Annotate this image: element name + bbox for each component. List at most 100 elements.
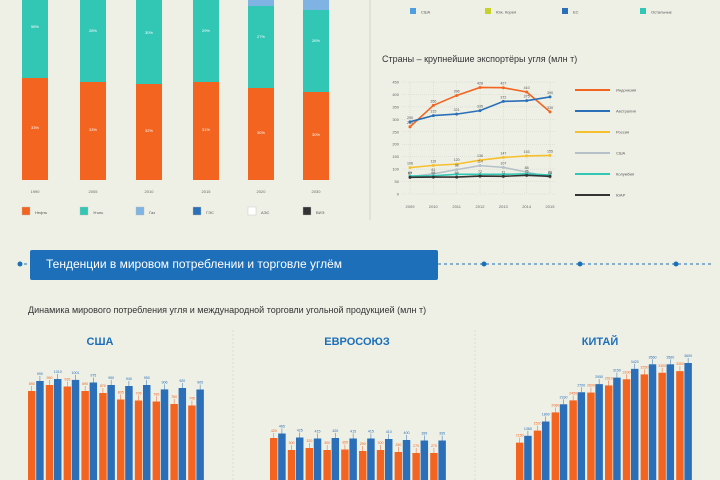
bar-label-consumption: 870 bbox=[100, 384, 106, 388]
series-point bbox=[525, 154, 529, 158]
bar-consumption bbox=[430, 453, 438, 480]
legend-swatch bbox=[302, 206, 312, 216]
stacked-bar-oil bbox=[22, 78, 48, 180]
bar-label-production: 1010 bbox=[54, 370, 62, 374]
bar-production bbox=[420, 440, 429, 480]
series-point bbox=[478, 164, 482, 168]
series-point bbox=[478, 158, 482, 162]
data-label: 290 bbox=[407, 116, 413, 120]
x-tick-label: 2030 bbox=[312, 189, 322, 194]
legend-swatch bbox=[192, 206, 202, 216]
bar-consumption bbox=[63, 386, 72, 480]
bar-label-consumption: 305 bbox=[342, 441, 348, 445]
bar-label-consumption: 300 bbox=[324, 441, 330, 445]
y-tick-label: 300 bbox=[392, 117, 399, 122]
stacked-label-coal: 30% bbox=[145, 30, 153, 35]
data-label: 67 bbox=[408, 171, 412, 175]
series-point bbox=[455, 175, 459, 179]
x-tick-label: 2015 bbox=[546, 204, 556, 209]
bar-production bbox=[524, 435, 532, 480]
x-tick-label: 2020 bbox=[257, 189, 267, 194]
exporters-top-legend: США Юж. Корея ЕС Остальные bbox=[410, 8, 673, 15]
bar-consumption bbox=[287, 450, 296, 480]
bar-label-production: 3560 bbox=[649, 355, 657, 359]
bar-label-production: 3420 bbox=[631, 360, 639, 364]
consumption-title: Динамика мирового потребления угля и меж… bbox=[28, 305, 426, 315]
series-point bbox=[525, 90, 529, 94]
data-label: 69 bbox=[408, 171, 412, 175]
top-legend-swatch bbox=[562, 8, 568, 14]
stacked-bar-oil bbox=[303, 92, 329, 180]
legend-label: Нефть bbox=[35, 210, 47, 215]
bar-label-consumption: 935 bbox=[64, 378, 70, 382]
series-point bbox=[455, 162, 459, 166]
top-legend-swatch bbox=[640, 8, 646, 14]
x-tick-label: 2015 bbox=[202, 189, 212, 194]
data-label: 71 bbox=[548, 170, 552, 174]
data-label: 81 bbox=[431, 168, 435, 172]
bar-production bbox=[666, 364, 675, 480]
series-point bbox=[455, 172, 459, 176]
data-label: 75 bbox=[525, 169, 529, 173]
series-point bbox=[501, 99, 505, 103]
bar-label-production: 415 bbox=[368, 430, 374, 434]
bar-consumption bbox=[622, 379, 631, 480]
bar-consumption bbox=[569, 400, 577, 480]
bar-production bbox=[160, 389, 169, 480]
data-label: 356 bbox=[430, 99, 436, 103]
bar-label-production: 2330 bbox=[560, 395, 568, 399]
bar-label-production: 990 bbox=[37, 372, 43, 376]
series-point bbox=[501, 86, 505, 90]
bar-production bbox=[367, 438, 375, 480]
stacked-label-oil: 30% bbox=[312, 132, 320, 137]
x-tick-label: 2010 bbox=[429, 204, 439, 209]
legend-swatch bbox=[135, 206, 145, 216]
data-label: 88 bbox=[525, 166, 529, 170]
series-point bbox=[408, 125, 412, 129]
bar-consumption bbox=[605, 385, 613, 480]
data-label: 335 bbox=[477, 105, 483, 109]
bar-consumption bbox=[28, 391, 36, 480]
bar-label-consumption: 290 bbox=[360, 442, 366, 446]
bar-label-consumption: 785 bbox=[153, 393, 159, 397]
bar-label-consumption: 890 bbox=[29, 382, 35, 386]
x-tick-label: 2012 bbox=[476, 204, 486, 209]
series-point bbox=[478, 174, 482, 178]
bar-label-production: 1800 bbox=[542, 413, 550, 417]
bar-label-consumption: 3100 bbox=[623, 370, 631, 374]
legend-label: Австралия bbox=[616, 109, 636, 114]
bar-label-consumption: 280 bbox=[395, 443, 401, 447]
series-point bbox=[548, 95, 552, 99]
series-point bbox=[431, 163, 435, 167]
series-point bbox=[431, 103, 435, 107]
bar-production bbox=[295, 437, 304, 480]
bar-consumption bbox=[305, 448, 314, 480]
stacked-bar-coal bbox=[22, 0, 48, 78]
bar-production bbox=[630, 368, 639, 480]
series-point bbox=[525, 99, 529, 103]
data-label: 428 bbox=[477, 81, 483, 85]
bar-production bbox=[142, 385, 151, 480]
data-label: 372 bbox=[500, 95, 506, 99]
section-banner: Тенденции в мировом потреблении и торгов… bbox=[30, 250, 438, 280]
top-legend-swatch bbox=[485, 8, 491, 14]
bar-consumption bbox=[587, 392, 595, 480]
bar-consumption bbox=[270, 438, 278, 480]
data-label: 390 bbox=[547, 91, 553, 95]
country-title: США bbox=[87, 336, 114, 348]
bar-label-consumption: 300 bbox=[289, 441, 295, 445]
series-point bbox=[455, 168, 459, 172]
y-tick-label: 100 bbox=[392, 167, 399, 172]
data-label: 107 bbox=[500, 161, 506, 165]
stacked-label-oil: 33% bbox=[89, 127, 97, 132]
stacked-bar-coal bbox=[80, 0, 106, 82]
bar-production bbox=[648, 364, 657, 480]
legend-label: Россия bbox=[616, 130, 629, 135]
data-label: 136 bbox=[477, 154, 483, 158]
bar-label-production: 905 bbox=[197, 381, 203, 385]
data-label: 68 bbox=[548, 171, 552, 175]
data-label: 71 bbox=[501, 170, 505, 174]
stacked-bar-oil bbox=[136, 84, 162, 180]
data-label: 120 bbox=[454, 158, 460, 162]
bar-label-production: 415 bbox=[315, 430, 321, 434]
